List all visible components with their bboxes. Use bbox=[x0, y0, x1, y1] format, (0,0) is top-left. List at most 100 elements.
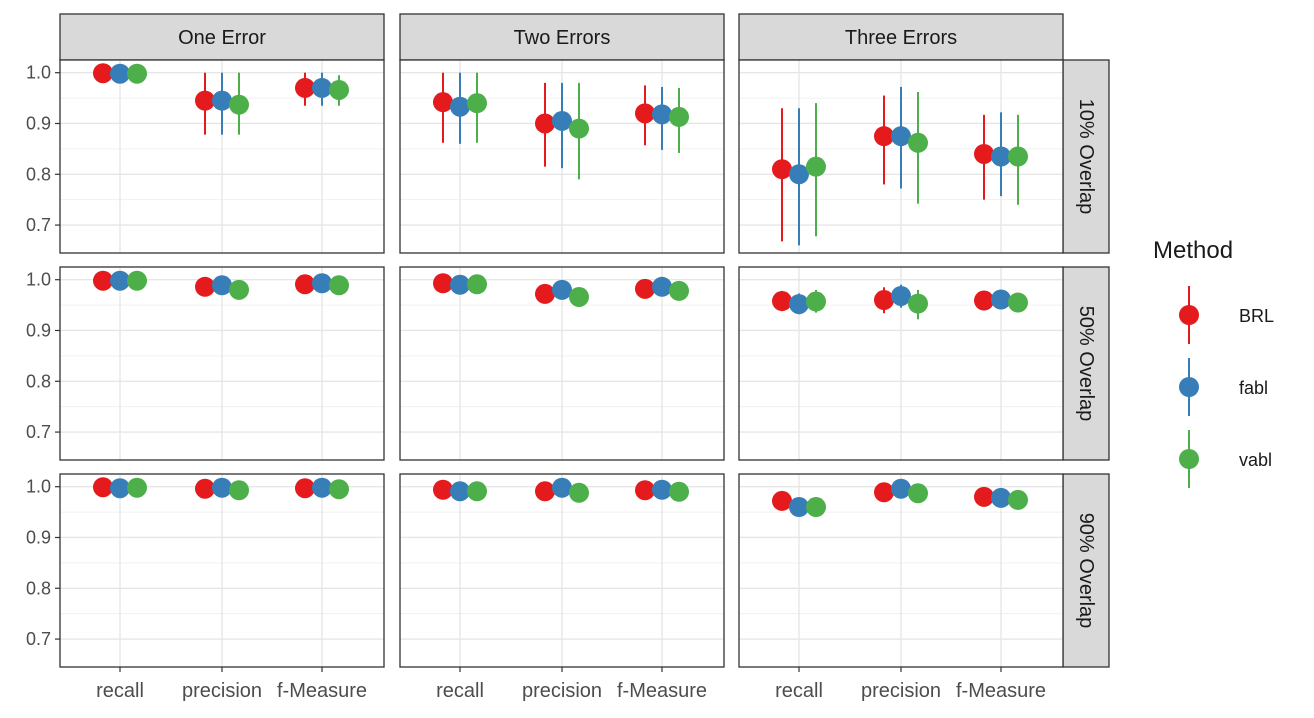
data-point bbox=[295, 478, 315, 499]
data-point bbox=[450, 481, 470, 502]
x-tick-label: recall bbox=[436, 680, 484, 702]
data-point bbox=[652, 479, 672, 500]
facet-panel bbox=[399, 266, 725, 461]
facet-panel bbox=[399, 59, 725, 254]
x-tick-label: f-Measure bbox=[277, 680, 367, 702]
y-tick-label: 0.8 bbox=[26, 371, 51, 391]
facet-panel bbox=[59, 473, 385, 668]
data-point bbox=[669, 481, 689, 502]
data-point bbox=[991, 289, 1011, 310]
x-tick-label: precision bbox=[522, 680, 602, 702]
data-point bbox=[450, 96, 470, 117]
data-point bbox=[1008, 146, 1028, 167]
facet-strip-row bbox=[1062, 266, 1110, 461]
facet-strip-column bbox=[59, 13, 385, 61]
data-point bbox=[195, 478, 215, 499]
data-point bbox=[908, 483, 928, 504]
legend-key bbox=[1179, 286, 1199, 344]
data-point bbox=[908, 132, 928, 153]
data-point bbox=[806, 291, 826, 312]
legend-key-point bbox=[1179, 305, 1199, 325]
data-point bbox=[974, 143, 994, 164]
data-point bbox=[110, 63, 130, 84]
data-point bbox=[93, 477, 113, 498]
y-tick-label: 1.0 bbox=[26, 270, 51, 290]
panel-border bbox=[399, 59, 725, 254]
data-point bbox=[229, 480, 249, 501]
facet-panel bbox=[59, 59, 385, 254]
legend-title: Method bbox=[1153, 237, 1233, 264]
facet-row-label: 10% Overlap bbox=[1075, 99, 1097, 215]
facet-panel bbox=[738, 266, 1064, 461]
data-point bbox=[1008, 489, 1028, 510]
data-point bbox=[535, 113, 555, 134]
y-tick-label: 0.7 bbox=[26, 629, 51, 649]
data-point bbox=[874, 482, 894, 503]
facet-row-label: 50% Overlap bbox=[1075, 306, 1097, 422]
data-point bbox=[569, 482, 589, 503]
data-point bbox=[93, 270, 113, 291]
x-tick-label: f-Measure bbox=[617, 680, 707, 702]
panel-border bbox=[399, 266, 725, 461]
facet-row-label: 90% Overlap bbox=[1075, 513, 1097, 629]
y-tick-label: 1.0 bbox=[26, 477, 51, 497]
data-point bbox=[991, 146, 1011, 167]
data-point bbox=[127, 270, 147, 291]
panel-border bbox=[738, 266, 1064, 461]
data-point bbox=[110, 270, 130, 291]
data-point bbox=[329, 275, 349, 296]
panel-border bbox=[59, 59, 385, 254]
facet-panel bbox=[399, 473, 725, 668]
data-point bbox=[467, 481, 487, 502]
x-tick-label: precision bbox=[182, 680, 262, 702]
data-point bbox=[891, 478, 911, 499]
data-point bbox=[1008, 292, 1028, 313]
y-tick-label: 0.7 bbox=[26, 422, 51, 442]
data-point bbox=[195, 90, 215, 111]
data-point bbox=[772, 159, 792, 180]
data-point bbox=[212, 90, 232, 111]
data-point bbox=[874, 126, 894, 147]
y-tick-label: 0.8 bbox=[26, 578, 51, 598]
legend-key bbox=[1179, 430, 1199, 488]
x-tick-label: recall bbox=[96, 680, 144, 702]
data-point bbox=[552, 477, 572, 498]
y-tick-label: 0.7 bbox=[26, 215, 51, 235]
data-point bbox=[772, 490, 792, 511]
facet-strip-column bbox=[738, 13, 1064, 61]
data-point bbox=[891, 126, 911, 147]
panels-layer: One Error Two Errors Three Errors 10% Overl… bbox=[26, 13, 1110, 702]
data-point bbox=[772, 291, 792, 312]
legend-key bbox=[1179, 358, 1199, 416]
data-point bbox=[908, 293, 928, 314]
y-tick-label: 1.0 bbox=[26, 63, 51, 83]
data-point bbox=[974, 290, 994, 311]
data-point bbox=[212, 477, 232, 498]
data-point bbox=[110, 478, 130, 499]
data-point bbox=[229, 94, 249, 115]
data-point bbox=[127, 63, 147, 84]
data-point bbox=[295, 274, 315, 295]
data-point bbox=[312, 477, 332, 498]
data-point bbox=[669, 280, 689, 301]
data-point bbox=[891, 285, 911, 306]
legend-key-point bbox=[1179, 449, 1199, 469]
data-point bbox=[569, 286, 589, 307]
x-tick-label: precision bbox=[861, 680, 941, 702]
data-point bbox=[552, 279, 572, 300]
data-point bbox=[806, 497, 826, 518]
facet-column-label: Two Errors bbox=[514, 27, 611, 49]
data-point bbox=[652, 104, 672, 125]
data-point bbox=[433, 92, 453, 113]
data-point bbox=[635, 480, 655, 501]
data-point bbox=[467, 93, 487, 114]
facet-strip-row bbox=[1062, 59, 1110, 254]
y-tick-label: 0.9 bbox=[26, 527, 51, 547]
data-point bbox=[669, 106, 689, 127]
data-point bbox=[127, 477, 147, 498]
data-point bbox=[806, 156, 826, 177]
data-point bbox=[93, 63, 113, 84]
data-point bbox=[329, 479, 349, 500]
data-point bbox=[450, 274, 470, 295]
